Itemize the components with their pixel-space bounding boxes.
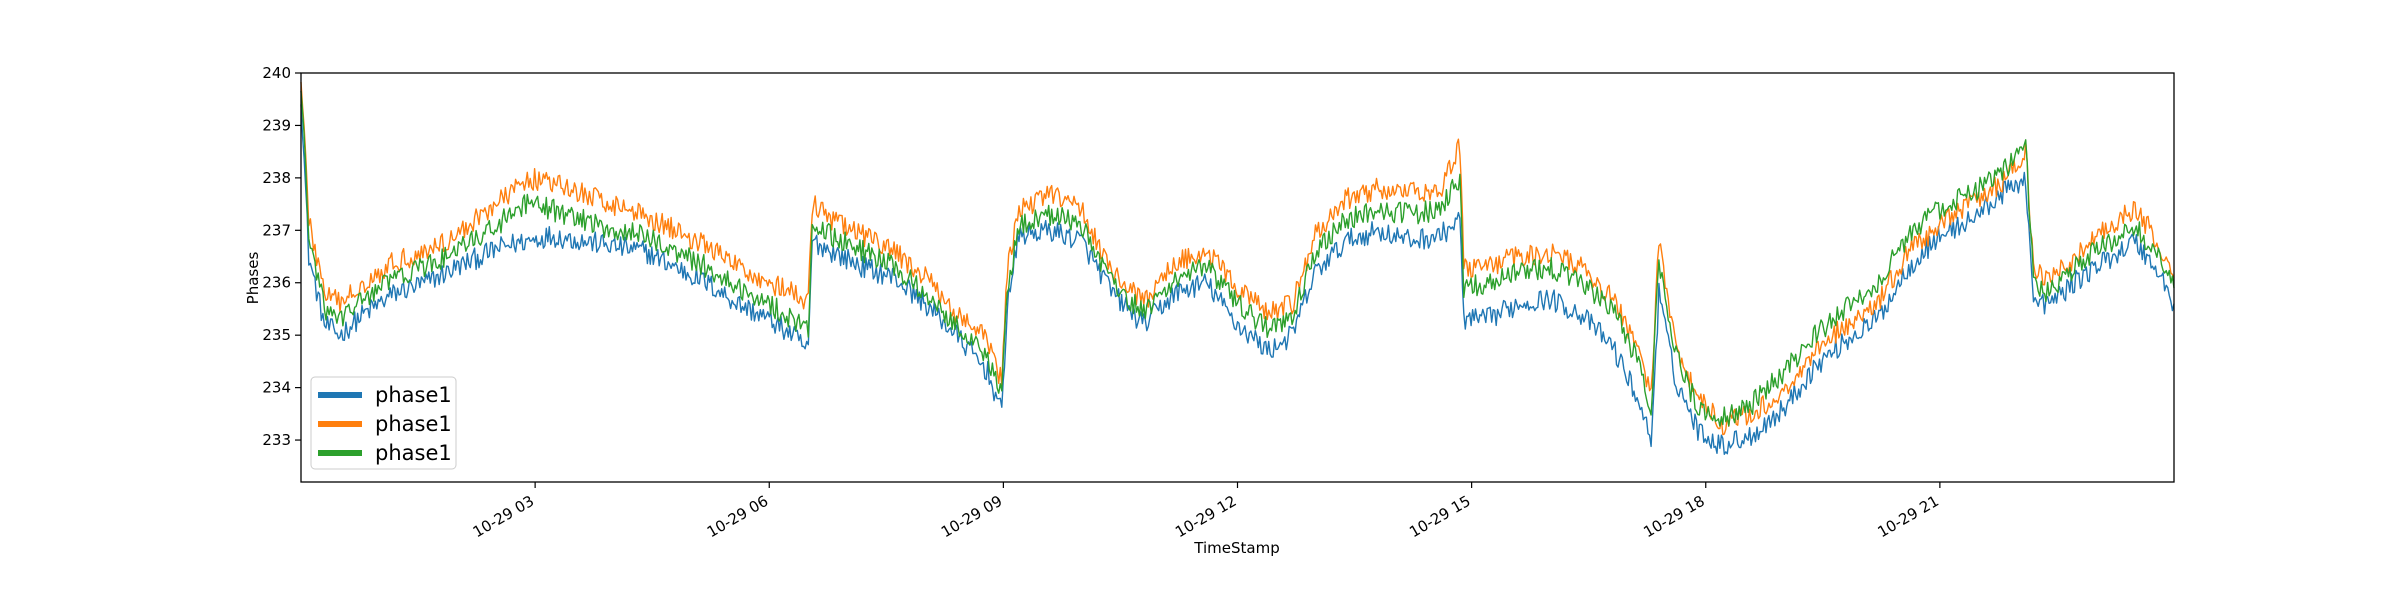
y-tick-label: 235 <box>262 326 291 344</box>
x-tick-label: 10-29 18 <box>1640 492 1707 541</box>
legend-box <box>310 376 457 470</box>
legend-label: phase1 <box>375 412 452 436</box>
legend-label: phase1 <box>375 383 452 407</box>
y-tick-label: 234 <box>262 379 291 397</box>
x-tick-label: 10-29 21 <box>1874 492 1941 541</box>
y-axis-label: Phases <box>244 252 262 305</box>
plot-area <box>301 73 2174 482</box>
x-tick-label: 10-29 03 <box>470 492 537 541</box>
y-tick-label: 239 <box>262 116 291 134</box>
y-axis: 233 234 235 236 237 238 239 240 <box>262 64 301 449</box>
x-tick-label: 10-29 12 <box>1172 492 1239 541</box>
legend: phase1 phase1 phase1 <box>310 376 457 470</box>
y-tick-label: 233 <box>262 431 291 449</box>
y-tick-label: 237 <box>262 221 291 239</box>
x-tick-label: 10-29 09 <box>938 492 1005 541</box>
legend-label: phase1 <box>375 441 452 465</box>
series-line-1 <box>300 104 2175 455</box>
y-tick-label: 240 <box>262 64 291 82</box>
y-tick-label: 236 <box>262 274 291 292</box>
x-axis-label: TimeStamp <box>1193 539 1279 557</box>
x-axis: 10-29 03 10-29 06 10-29 09 10-29 12 10-29 15… <box>470 482 1942 541</box>
y-tick-label: 238 <box>262 169 291 187</box>
series-line-2 <box>300 81 2175 436</box>
x-tick-label: 10-29 15 <box>1406 492 1473 541</box>
x-tick-label: 10-29 06 <box>704 492 771 541</box>
series-line-3 <box>300 90 2175 427</box>
series-layer <box>300 81 2175 455</box>
